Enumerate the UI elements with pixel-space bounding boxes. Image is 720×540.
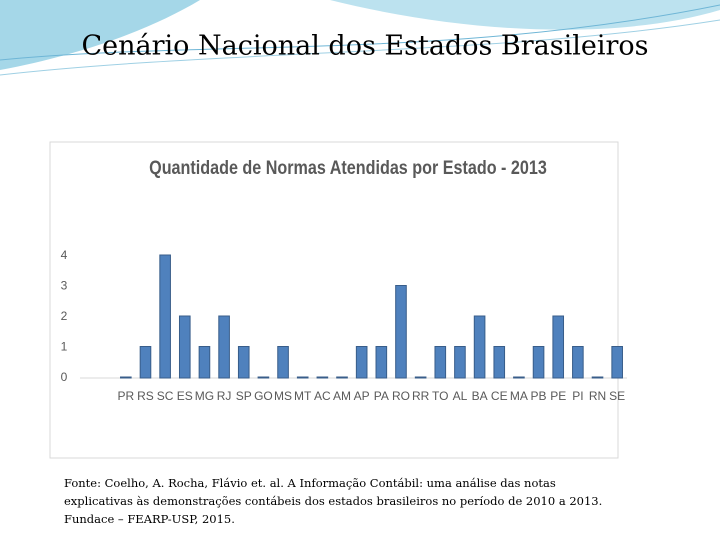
bar <box>316 376 329 379</box>
x-tick-label: AL <box>453 389 468 403</box>
x-tick-label: MS <box>274 389 292 403</box>
slide-title: Cenário Nacional dos Estados Brasileiros <box>81 31 648 62</box>
bar <box>178 315 191 379</box>
chart-title: Quantidade de Normas Atendidas por Estad… <box>149 157 547 179</box>
x-tick-label: AC <box>314 389 331 403</box>
bar <box>513 376 525 379</box>
decor-wave <box>330 0 720 30</box>
bar <box>572 346 584 379</box>
decor-line <box>0 19 720 76</box>
x-tick-label: AM <box>333 389 351 403</box>
bar <box>414 376 427 379</box>
bar <box>532 346 545 379</box>
bar <box>237 346 250 379</box>
x-tick-label: SC <box>157 389 174 403</box>
bar <box>336 376 348 379</box>
x-tick-label: SP <box>236 389 252 403</box>
x-tick-label: RJ <box>217 389 232 403</box>
x-tick-label: MG <box>195 389 214 403</box>
y-tick-label: 0 <box>61 370 68 384</box>
x-tick-label: AP <box>354 389 370 403</box>
x-tick-label: PE <box>550 389 566 403</box>
x-tick-label: RN <box>589 389 606 403</box>
bar <box>218 315 230 379</box>
y-tick-label: 3 <box>61 279 68 293</box>
bar <box>139 346 152 379</box>
bar <box>198 346 211 379</box>
y-tick-label: 4 <box>61 248 68 262</box>
x-tick-label: RO <box>392 389 410 403</box>
bar <box>257 376 270 379</box>
bar <box>591 376 604 379</box>
bar <box>277 346 289 379</box>
x-tick-label: RS <box>137 389 154 403</box>
x-tick-label: ES <box>177 389 193 403</box>
bar <box>454 346 466 379</box>
x-tick-label: PA <box>374 389 389 403</box>
x-tick-label: SE <box>609 389 625 403</box>
source-line: explicativas às demonstrações contábeis … <box>64 494 602 508</box>
x-tick-label: PI <box>572 389 583 403</box>
x-tick-label: BA <box>472 389 488 403</box>
bar <box>375 346 388 379</box>
source-line: Fundace – FEARP-USP, 2015. <box>64 512 235 526</box>
y-tick-label: 1 <box>61 340 68 354</box>
x-tick-label: PB <box>531 389 547 403</box>
x-tick-label: CE <box>491 389 508 403</box>
chart-frame <box>49 141 619 459</box>
source-line: Fonte: Coelho, A. Rocha, Flávio et. al. … <box>64 476 556 490</box>
bar <box>120 376 132 379</box>
decor-wave <box>0 0 200 70</box>
bar <box>473 315 486 379</box>
bar <box>355 346 368 379</box>
x-tick-label: MT <box>294 389 312 403</box>
bar <box>611 346 623 379</box>
decor-line <box>0 4 720 61</box>
bar <box>552 315 565 379</box>
y-tick-label: 2 <box>61 309 68 323</box>
bar <box>434 346 447 379</box>
x-tick-label: GO <box>254 389 273 403</box>
bar <box>159 254 171 379</box>
bar <box>296 376 309 379</box>
x-tick-label: RR <box>412 389 430 403</box>
x-tick-label: PR <box>117 389 134 403</box>
bar <box>395 285 407 379</box>
bar <box>493 346 506 379</box>
x-tick-label: TO <box>432 389 448 403</box>
x-tick-label: MA <box>510 389 528 403</box>
